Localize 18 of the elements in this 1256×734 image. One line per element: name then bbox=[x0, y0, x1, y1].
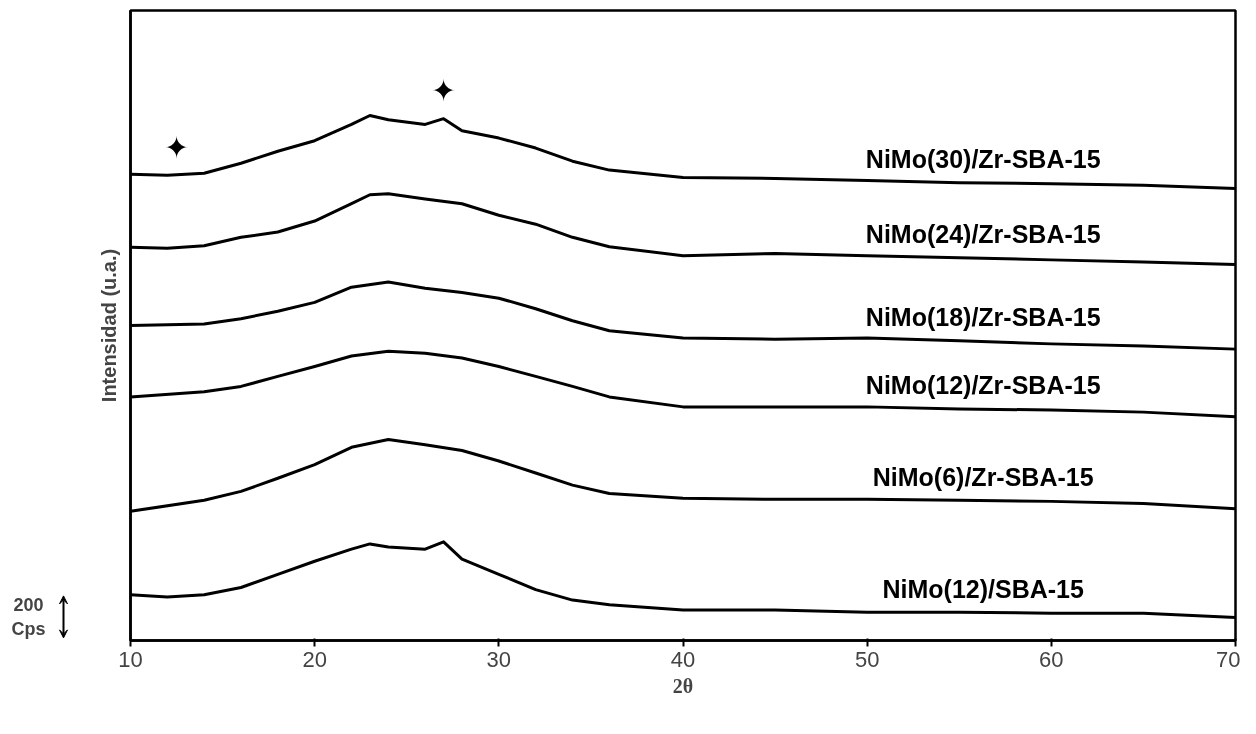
y-axis-title: Intensidad (u.a.) bbox=[97, 248, 120, 403]
annotation: ✦ bbox=[163, 129, 190, 165]
x-tick-label: 50 bbox=[854, 646, 880, 672]
x-tick-label: 70 bbox=[1216, 646, 1241, 672]
x-tick-label: 60 bbox=[1039, 646, 1064, 672]
series-label: NiMo(6)/Zr-SBA-15 bbox=[872, 462, 1094, 491]
x-tick-label: 30 bbox=[486, 646, 512, 672]
text: 200 Cps bbox=[11, 594, 46, 639]
x-tick-label: 20 bbox=[302, 646, 327, 672]
x-tick-label: 10 bbox=[118, 646, 143, 672]
series-label: NiMo(18)/Zr-SBA-15 bbox=[865, 303, 1101, 332]
series-label: NiMo(30)/Zr-SBA-15 bbox=[865, 145, 1101, 174]
annotation: ✦ bbox=[431, 73, 457, 109]
series-label: NiMo(24)/Zr-SBA-15 bbox=[865, 220, 1101, 249]
series-label: NiMo(12)/Zr-SBA-15 bbox=[865, 371, 1101, 400]
series-label: NiMo(12)/SBA-15 bbox=[882, 574, 1084, 603]
x-tick-label: 40 bbox=[670, 646, 696, 672]
x-axis-title: 2θ bbox=[672, 674, 694, 697]
